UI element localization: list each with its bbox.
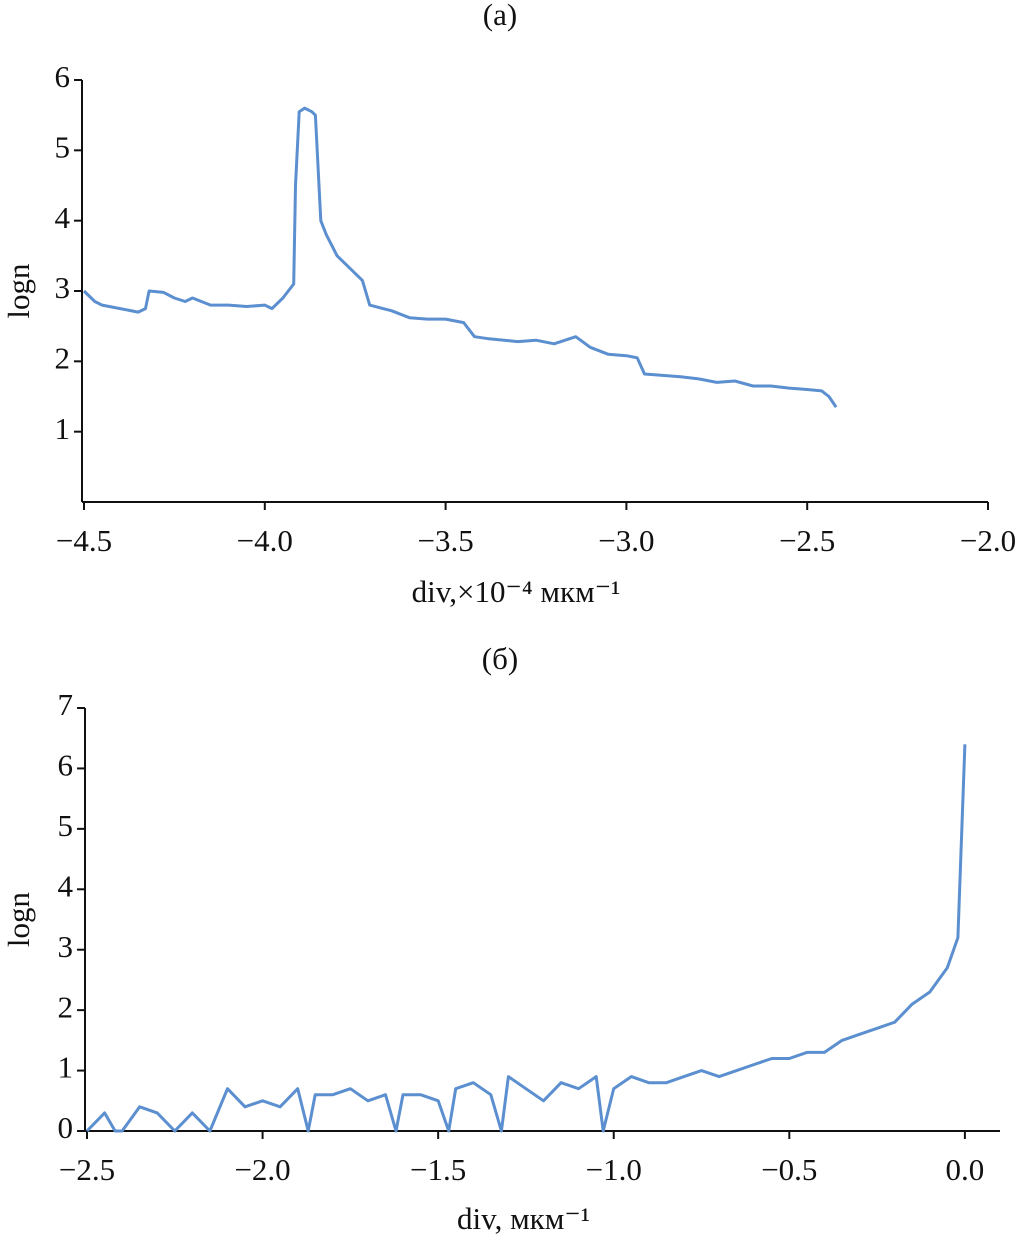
- y-axis-label: logn: [1, 891, 36, 947]
- x-axis-label: div,×10⁻⁴ мкм⁻¹: [412, 574, 621, 609]
- x-axis-label: div, мкм⁻¹: [457, 1201, 590, 1236]
- data-line: [82, 106, 838, 408]
- x-tick-label: −0.5: [761, 1152, 817, 1187]
- x-tick-label: −1.5: [410, 1152, 466, 1187]
- x-tick-label: 0.0: [946, 1152, 985, 1187]
- y-tick-label: 4: [55, 200, 71, 235]
- y-tick-label: 6: [58, 748, 74, 783]
- y-tick-label: 0: [58, 1110, 74, 1145]
- x-tick-label: −2.0: [234, 1152, 290, 1187]
- y-tick-label: 5: [58, 808, 74, 843]
- y-tick-label: 7: [58, 687, 74, 722]
- y-tick-label: 4: [58, 868, 74, 903]
- x-tick-label: −1.0: [586, 1152, 642, 1187]
- y-tick-label: 6: [55, 59, 71, 94]
- y-tick-label: 1: [58, 1050, 74, 1085]
- y-tick-label: 5: [55, 129, 71, 164]
- chart-title: (а): [483, 0, 517, 32]
- data-line: [85, 744, 967, 1133]
- y-tick-label: 2: [58, 989, 74, 1024]
- x-tick-label: −2.5: [779, 523, 835, 558]
- y-tick-label: 3: [55, 270, 71, 305]
- x-tick-label: −4.5: [56, 523, 112, 558]
- y-tick-label: 3: [58, 929, 74, 964]
- x-tick-label: −4.0: [237, 523, 293, 558]
- x-tick-label: −3.0: [598, 523, 654, 558]
- y-tick-label: 1: [55, 411, 71, 446]
- x-tick-label: −3.5: [417, 523, 473, 558]
- y-axis-label: logn: [1, 263, 36, 319]
- x-tick-label: −2.5: [59, 1152, 115, 1187]
- y-tick-label: 2: [55, 340, 71, 375]
- x-tick-label: −2.0: [960, 523, 1016, 558]
- chart-title: (б): [482, 641, 518, 676]
